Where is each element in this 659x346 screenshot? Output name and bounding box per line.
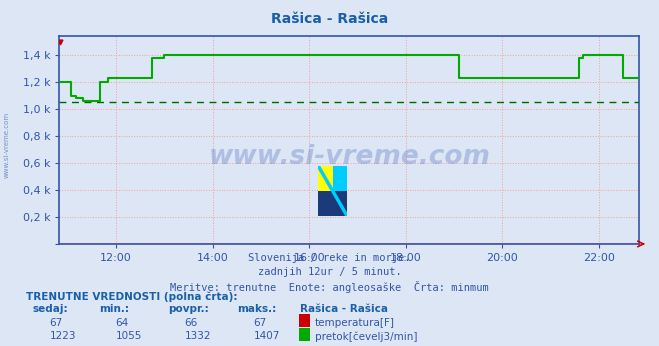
Text: min.:: min.: (99, 304, 129, 315)
Text: 67: 67 (254, 318, 267, 328)
Text: temperatura[F]: temperatura[F] (315, 318, 395, 328)
Text: TRENUTNE VREDNOSTI (polna črta):: TRENUTNE VREDNOSTI (polna črta): (26, 291, 238, 302)
Text: 1407: 1407 (254, 331, 280, 342)
Text: zadnjih 12ur / 5 minut.: zadnjih 12ur / 5 minut. (258, 267, 401, 277)
Text: 66: 66 (185, 318, 198, 328)
Bar (333, 166, 347, 191)
Bar (318, 166, 333, 191)
Text: 1055: 1055 (115, 331, 142, 342)
Text: 64: 64 (115, 318, 129, 328)
Text: povpr.:: povpr.: (168, 304, 209, 315)
Text: Rašica - Rašica: Rašica - Rašica (300, 304, 388, 315)
Text: www.si-vreme.com: www.si-vreme.com (3, 112, 9, 179)
Bar (318, 191, 347, 216)
Text: pretok[čevelj3/min]: pretok[čevelj3/min] (315, 331, 418, 342)
Text: Rašica - Rašica: Rašica - Rašica (271, 12, 388, 26)
Text: Slovenija / reke in morje.: Slovenija / reke in morje. (248, 253, 411, 263)
Text: 67: 67 (49, 318, 63, 328)
Text: www.si-vreme.com: www.si-vreme.com (208, 144, 490, 170)
Text: sedaj:: sedaj: (33, 304, 69, 315)
Text: Meritve: trenutne  Enote: angleosaške  Črta: minmum: Meritve: trenutne Enote: angleosaške Črt… (170, 281, 489, 293)
Text: 1223: 1223 (49, 331, 76, 342)
Text: maks.:: maks.: (237, 304, 277, 315)
Text: 1332: 1332 (185, 331, 211, 342)
